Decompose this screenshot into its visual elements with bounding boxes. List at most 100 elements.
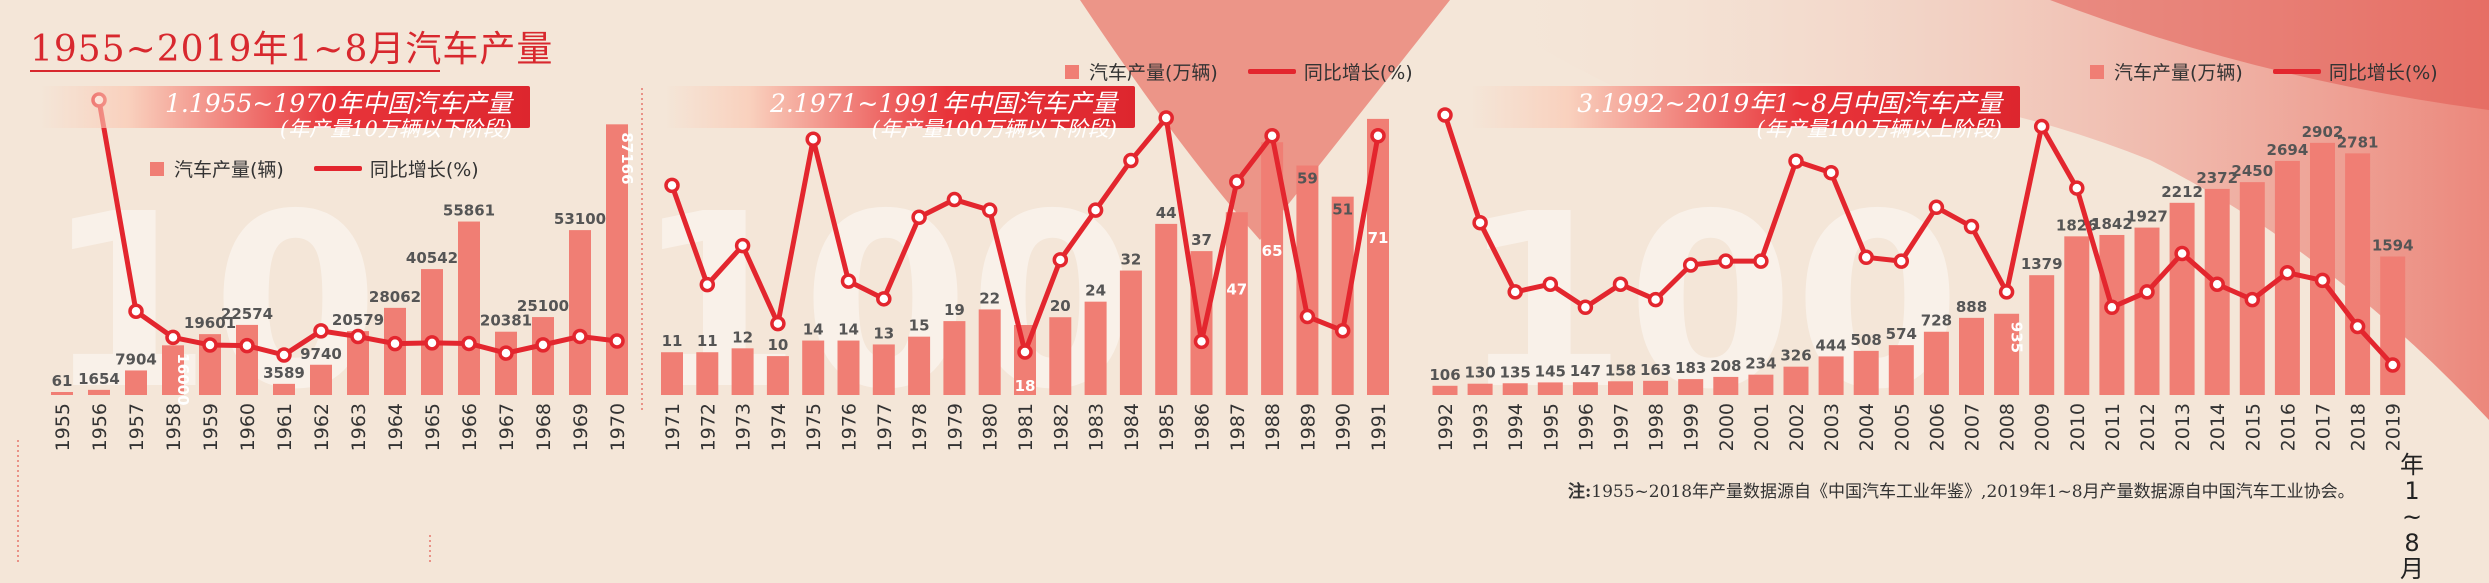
bar: [978, 309, 1001, 395]
bar: [1923, 331, 1949, 395]
bar-value-label: 574: [1886, 325, 1917, 343]
growth-point: [2174, 245, 2190, 262]
growth-point: [2279, 264, 2296, 281]
growth-point: [876, 291, 892, 307]
growth-point: [1788, 153, 1804, 169]
bar: [1261, 142, 1284, 395]
bar-value-label: 2694: [2267, 141, 2309, 159]
growth-point: [276, 347, 292, 363]
x-tick-label: 2011: [2102, 403, 2124, 451]
x-tick-label: 1989: [1297, 403, 1319, 451]
bar-value-label: 1654: [78, 370, 120, 388]
growth-point: [1052, 252, 1069, 268]
growth-point: [2033, 118, 2050, 135]
growth-point: [1507, 284, 1523, 300]
panel-2-legend: 汽车产量(万辆) 同比增长(%): [1065, 58, 1413, 85]
x-tick-label: 1972: [697, 403, 719, 451]
bar: [1537, 382, 1563, 395]
growth-point: [572, 328, 588, 345]
bar: [1190, 251, 1213, 395]
growth-point: [239, 337, 255, 354]
bar-value-label: 2902: [2302, 123, 2344, 141]
bar-value-label: 183: [1675, 359, 1706, 377]
bar-value-label: 71: [1368, 229, 1389, 247]
x-tick-label: 1979: [944, 403, 966, 451]
x-tick-label: 2002: [1786, 403, 1808, 451]
x-tick-label: 1965: [422, 403, 444, 451]
panel-3-legend: 汽车产量(万辆) 同比增长(%): [2090, 58, 2438, 85]
bar-value-label: 15: [909, 317, 930, 335]
bar-value-label: 16000: [174, 353, 192, 405]
bar-value-label: 44: [1156, 204, 1177, 222]
x-tick-label: 1958: [163, 403, 185, 451]
x-tick-label: 1956: [89, 403, 111, 451]
growth-point: [2139, 284, 2155, 300]
x-tick-label: 1986: [1192, 403, 1214, 451]
bar: [2029, 275, 2055, 395]
bar: [384, 307, 406, 395]
legend-line-label: 同比增长(%): [369, 159, 479, 181]
x-tick-label: 1984: [1121, 403, 1143, 451]
bar-value-label: 19: [944, 301, 965, 319]
bar: [837, 340, 860, 395]
bar-value-label: 18: [1015, 377, 1036, 395]
x-tick-label: 2018: [2348, 403, 2370, 451]
x-tick-label: 2014: [2207, 403, 2229, 451]
bar-value-label: 163: [1640, 361, 1671, 379]
x-tick-label: 1980: [980, 403, 1002, 451]
title-underline: [30, 70, 440, 72]
panel-3-title: 3.1992~2019年1~8月中国汽车产量: [1577, 89, 2002, 118]
source-note: 注:1955~2018年产量数据源自《中国汽车工业年鉴》,2019年1~8月产量…: [1568, 477, 2355, 502]
growth-point: [2314, 272, 2331, 289]
growth-point: [1437, 107, 1453, 123]
x-tick-label: 2006: [1926, 403, 1948, 451]
growth-point: [981, 202, 998, 218]
growth-point: [1472, 214, 1488, 231]
note-text: 1955~2018年产量数据源自《中国汽车工业年鉴》,2019年1~8月产量数据…: [1591, 482, 2355, 502]
growth-point: [911, 209, 927, 226]
growth-point: [1542, 276, 1559, 292]
x-tick-label: 2010: [2067, 403, 2089, 451]
growth-point: [1087, 202, 1104, 218]
bar-value-label: 40542: [406, 249, 458, 267]
x-tick-label: 1973: [733, 403, 755, 451]
bar-value-label: 208: [1710, 357, 1741, 375]
bar: [766, 356, 789, 395]
growth-point: [699, 276, 716, 293]
growth-point: [1193, 333, 1210, 350]
x-tick-label: 1990: [1333, 403, 1355, 451]
note-label: 注:: [1568, 482, 1592, 502]
bar: [1853, 350, 1879, 395]
panel-3-banner: 3.1992~2019年1~8月中国汽车产量 (年产量100万辆以上阶段): [1470, 86, 2020, 141]
panel-2-subtitle: (年产量100万辆以下阶段): [871, 117, 1117, 141]
x-tick-label: 2013: [2172, 403, 2194, 451]
x-tick-label: 2004: [1856, 403, 1878, 451]
x-tick-label: 1978: [909, 403, 931, 451]
x-tick-label: 2000: [1716, 403, 1738, 451]
bar-value-label: 10: [767, 336, 788, 354]
bar-value-label: 24: [1085, 282, 1106, 300]
growth-point: [1718, 253, 1734, 269]
bar-value-label: 20: [1050, 297, 1071, 315]
x-tick-label: 1976: [839, 403, 861, 451]
bar: [2380, 256, 2406, 395]
bar-value-label: 20579: [332, 311, 384, 329]
x-tick-label: 1994: [1505, 403, 1527, 451]
bar-value-label: 1842: [2091, 215, 2133, 233]
growth-point: [2349, 318, 2366, 335]
x-tick-label: 1966: [459, 403, 481, 451]
x-tick-label: 1955: [52, 403, 74, 451]
growth-point: [1893, 253, 1910, 269]
legend-bar-swatch: [2090, 64, 2104, 79]
bar-value-label: 65: [1262, 242, 1283, 260]
bar-value-label: 20381: [480, 312, 532, 330]
bar: [421, 269, 443, 395]
x-tick-label: 2009: [2032, 403, 2054, 451]
x-tick-label: 1974: [768, 403, 790, 451]
x-tick-label: 1959: [200, 403, 222, 451]
bar: [872, 344, 895, 395]
bar: [731, 348, 754, 395]
growth-point: [1158, 110, 1174, 126]
